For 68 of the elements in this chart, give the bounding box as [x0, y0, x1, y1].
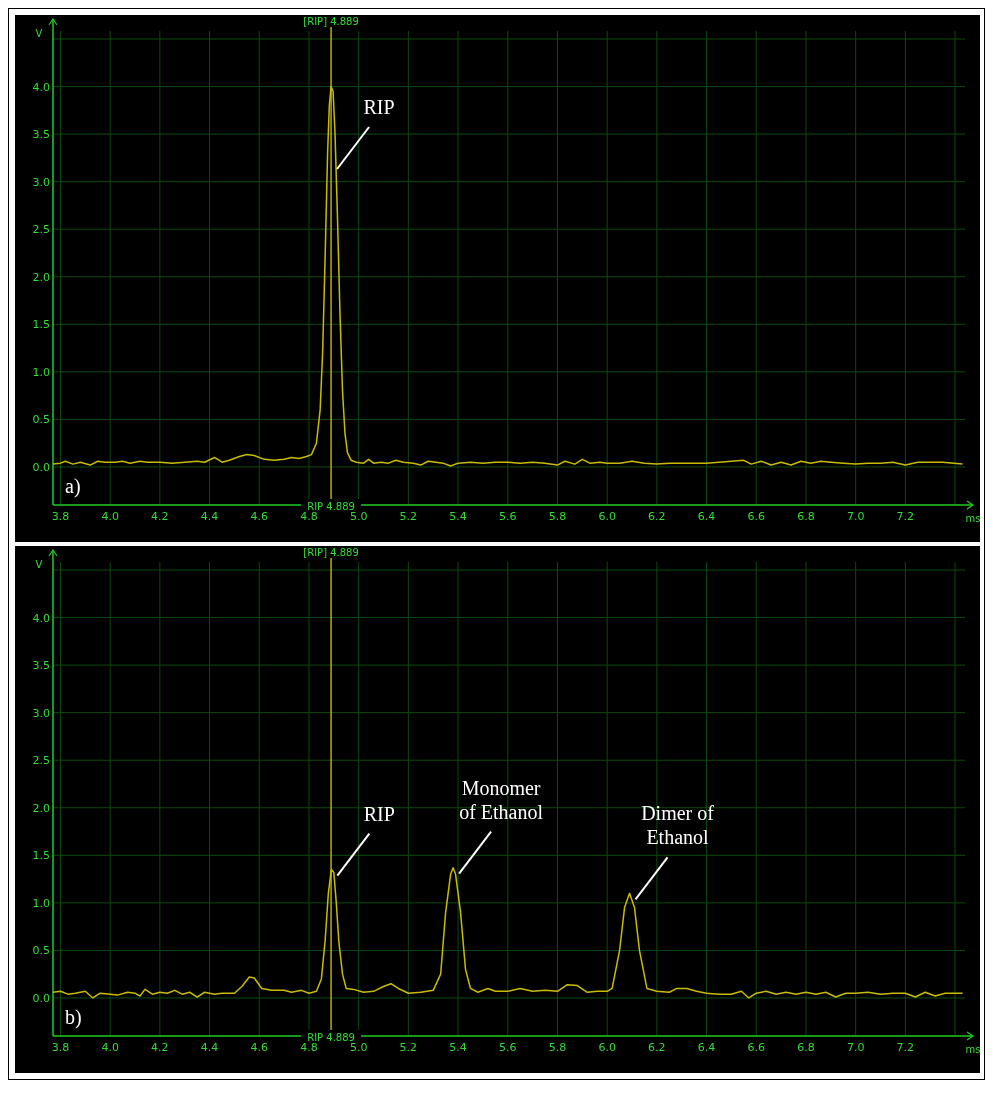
annotation: RIP 4.889	[307, 501, 355, 512]
x-tick-label: 5.4	[449, 510, 467, 523]
x-tick-label: 6.8	[797, 1041, 815, 1054]
x-tick-label: 4.6	[250, 1041, 269, 1054]
x-tick-label: 5.6	[499, 510, 517, 523]
x-tick-label: 5.0	[349, 1041, 368, 1054]
x-tick-label: 4.4	[200, 510, 219, 523]
y-tick-label: 1.0	[32, 365, 50, 379]
x-tick-label: 5.0	[349, 510, 368, 523]
annotation: Monomer of Ethanol	[459, 776, 544, 823]
x-tick-label: 7.2	[896, 510, 915, 523]
y-tick-label: 1.5	[32, 849, 50, 863]
y-tick-label: 4.0	[32, 80, 50, 94]
x-tick-label: 3.8	[51, 1041, 70, 1054]
x-tick-label: 4.8	[300, 510, 318, 523]
annotation: RIP 4.889	[307, 1032, 355, 1043]
x-axis-title: ms	[965, 513, 981, 524]
y-tick-label: 0.0	[32, 991, 50, 1005]
ref-line-label: [RIP] 4.889	[303, 16, 359, 27]
x-tick-label: 5.6	[499, 1041, 517, 1054]
y-tick-label: 0.5	[32, 944, 50, 958]
x-tick-label: 5.8	[548, 510, 567, 523]
x-tick-label: 5.4	[449, 1041, 467, 1054]
x-tick-label: 6.4	[697, 510, 716, 523]
ref-line-label: [RIP] 4.889	[303, 547, 359, 558]
x-tick-label: 5.8	[548, 1041, 567, 1054]
x-tick-label: 6.6	[747, 1041, 766, 1054]
y-tick-label: 1.5	[32, 318, 50, 332]
annotation: RIP	[363, 802, 395, 825]
x-tick-label: 6.8	[797, 510, 815, 523]
x-tick-label: 4.0	[101, 510, 119, 523]
x-tick-label: 4.6	[250, 510, 269, 523]
x-tick-label: 6.0	[598, 510, 616, 523]
annotation: b)	[65, 1006, 82, 1029]
x-tick-label: 4.4	[200, 1041, 219, 1054]
y-tick-label: 4.0	[32, 611, 50, 625]
x-tick-label: 7.2	[896, 1041, 915, 1054]
x-tick-label: 7.0	[846, 1041, 865, 1054]
x-tick-label: 6.2	[648, 510, 666, 523]
y-axis-title: V	[35, 28, 43, 39]
annotation: RIP	[363, 96, 395, 118]
x-tick-label: 4.2	[151, 510, 169, 523]
y-axis-title: V	[35, 559, 43, 570]
x-tick-label: 4.0	[101, 1041, 119, 1054]
y-tick-label: 3.0	[32, 706, 50, 720]
y-tick-label: 0.5	[32, 413, 50, 427]
y-tick-label: 0.0	[32, 460, 50, 474]
y-tick-label: 3.5	[32, 659, 50, 673]
y-tick-label: 2.5	[32, 754, 50, 768]
x-tick-label: 4.8	[300, 1041, 318, 1054]
annotation: a)	[65, 475, 81, 498]
x-tick-label: 6.4	[697, 1041, 716, 1054]
y-tick-label: 2.0	[32, 801, 50, 815]
y-tick-label: 2.5	[32, 223, 50, 237]
x-tick-label: 6.6	[747, 510, 766, 523]
y-tick-label: 1.0	[32, 896, 50, 910]
x-axis-title: ms	[965, 1044, 981, 1055]
x-tick-label: 6.0	[598, 1041, 616, 1054]
y-tick-label: 3.0	[32, 175, 50, 189]
y-tick-label: 2.0	[32, 270, 50, 284]
x-tick-label: 5.2	[399, 1041, 418, 1054]
y-tick-label: 3.5	[32, 128, 50, 142]
x-tick-label: 6.2	[648, 1041, 666, 1054]
x-tick-label: 5.2	[399, 510, 418, 523]
x-tick-label: 4.2	[151, 1041, 169, 1054]
annotation: Dimer of Ethanol	[641, 802, 715, 849]
x-tick-label: 7.0	[846, 510, 865, 523]
x-tick-label: 3.8	[51, 510, 70, 523]
